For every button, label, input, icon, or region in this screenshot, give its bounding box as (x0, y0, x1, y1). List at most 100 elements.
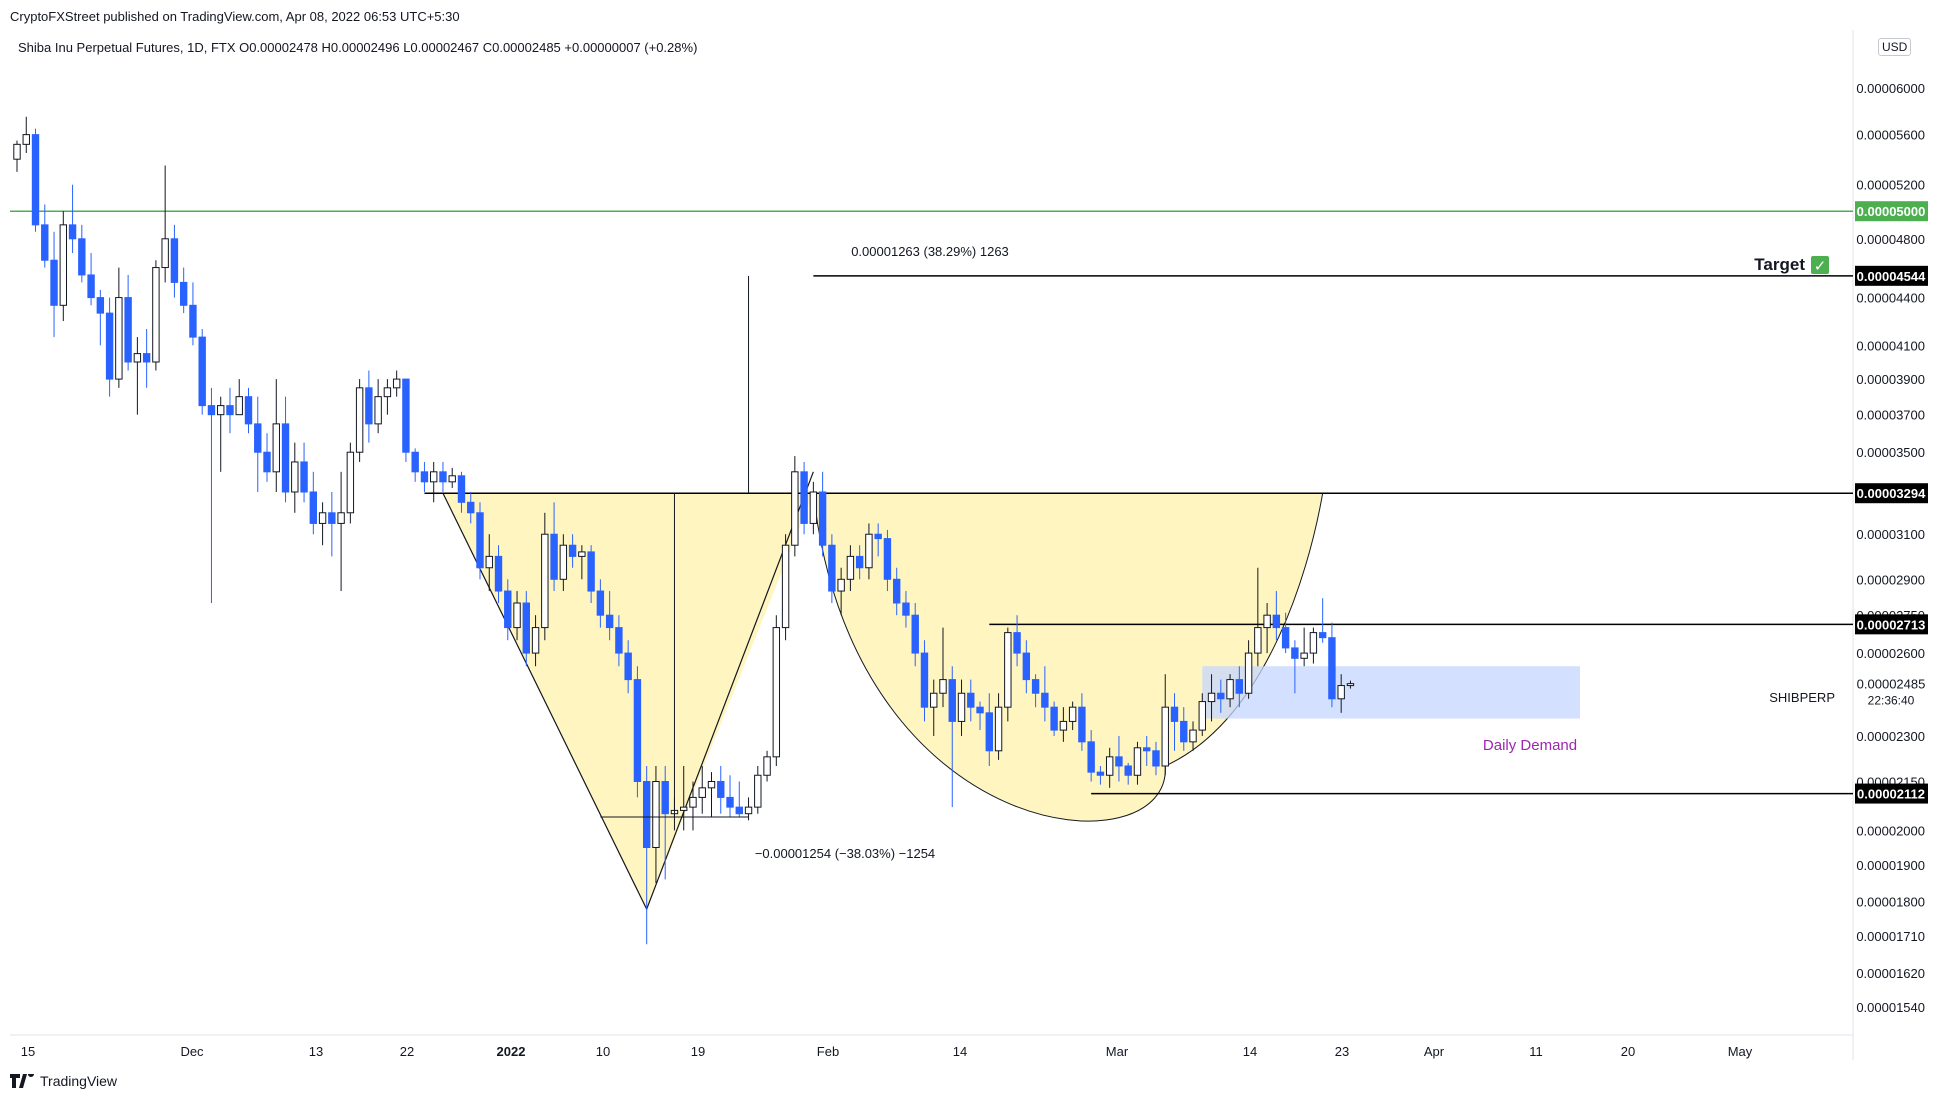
candle-body (1087, 741, 1095, 773)
candle-body (596, 590, 605, 616)
candle-body (170, 238, 179, 283)
candle (1207, 674, 1216, 722)
publisher-line: CryptoFXStreet published on TradingView.… (10, 9, 460, 24)
candle (235, 379, 243, 416)
candle (976, 701, 984, 731)
candle (652, 765, 660, 884)
candle-body (735, 806, 743, 815)
candle-body (281, 423, 290, 493)
candle (179, 267, 188, 314)
candle-body (1031, 679, 1040, 694)
candle (263, 433, 271, 482)
candle-body (763, 756, 771, 776)
candle-body (235, 396, 243, 416)
candle (698, 765, 706, 814)
candle-body (300, 461, 308, 493)
candle-body (105, 312, 114, 380)
candle-body (448, 475, 456, 483)
candle (513, 591, 521, 641)
candle (244, 387, 253, 434)
candle (346, 442, 355, 524)
candle-body (1004, 632, 1012, 708)
candle-body (559, 544, 568, 580)
target-check-box (1811, 256, 1829, 274)
candle-body (1328, 637, 1336, 700)
candle (115, 267, 123, 388)
candle-body (124, 297, 132, 363)
candle-body (605, 614, 614, 629)
candle-body (50, 259, 58, 306)
candle (318, 502, 327, 546)
candle (1022, 640, 1031, 694)
candle-body (1013, 632, 1021, 654)
candle (1198, 693, 1206, 736)
candle (494, 545, 503, 604)
candle (642, 765, 651, 945)
candle (624, 640, 632, 694)
candle (781, 534, 790, 641)
candle-body (1041, 692, 1049, 708)
candle-body (22, 134, 30, 145)
v-pattern-fill (442, 493, 814, 910)
candle-body (791, 471, 799, 546)
candle (689, 781, 697, 831)
symbol-label: SHIBPERP (1769, 690, 1835, 705)
candle (735, 781, 743, 818)
target-label: Target (1754, 255, 1805, 274)
candle (920, 640, 929, 722)
x-tick-label: 14 (953, 1044, 967, 1059)
candle-body (1068, 706, 1077, 722)
candle-body (68, 224, 77, 240)
candle (448, 467, 456, 488)
tradingview-logo-icon (10, 1074, 34, 1088)
candle-body (680, 806, 688, 811)
candle (1217, 679, 1225, 713)
candle (985, 693, 993, 766)
candle-body (41, 224, 49, 261)
candle (207, 387, 216, 604)
candle-body (337, 512, 345, 524)
candle (41, 204, 49, 268)
candle (1096, 765, 1105, 785)
candle-body (717, 781, 725, 798)
candle-body (939, 679, 947, 694)
candle-body (1198, 701, 1206, 731)
countdown-label: 22:36:40 (1868, 694, 1915, 708)
candle (1078, 693, 1086, 751)
candle (1115, 735, 1123, 782)
candle-body (809, 491, 818, 524)
candle (133, 337, 142, 415)
candle-body (874, 533, 882, 540)
y-tick-label: 0.00003700 (1856, 408, 1925, 423)
candle-body (1050, 706, 1058, 731)
candle (1050, 701, 1058, 736)
candle (152, 260, 160, 371)
level-price-label: 0.00005000 (1857, 204, 1926, 219)
candle-body (1115, 756, 1123, 767)
level-price-box (1855, 201, 1928, 222)
candle (170, 224, 179, 298)
candle (1068, 701, 1077, 731)
y-tick-label: 0.00002300 (1856, 729, 1925, 744)
currency-button[interactable]: USD (1878, 38, 1912, 56)
x-tick-label: 23 (1335, 1044, 1349, 1059)
candle-body (217, 405, 225, 416)
candle (550, 502, 558, 592)
candle (1161, 674, 1169, 776)
candle-body (59, 224, 67, 306)
candle-body (698, 787, 706, 798)
x-tick-label: 11 (1529, 1044, 1543, 1059)
candle-body (624, 652, 632, 681)
candle-body (355, 387, 364, 453)
x-tick-label: 19 (691, 1044, 705, 1059)
candle (763, 750, 771, 782)
candle (772, 615, 781, 766)
x-tick-label: 20 (1621, 1044, 1635, 1059)
candle (1152, 741, 1160, 776)
candle (1143, 735, 1151, 766)
candle-body (328, 512, 336, 524)
candle-body (578, 551, 586, 557)
candle-body (1180, 720, 1188, 743)
candle (930, 679, 938, 736)
